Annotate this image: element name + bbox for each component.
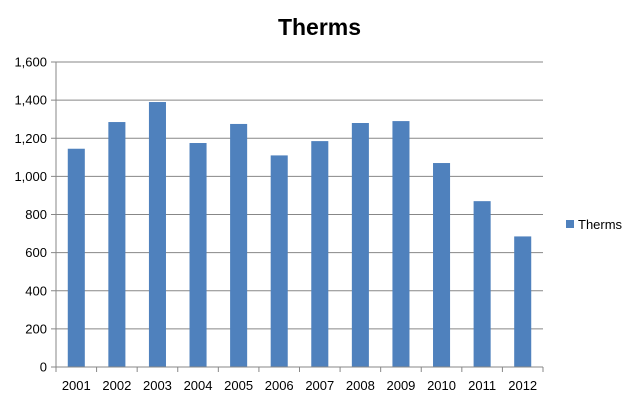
y-tick-label: 1,600 [14,55,47,70]
x-tick-label: 2007 [305,378,334,393]
x-tick-label: 2012 [508,378,537,393]
y-tick-label: 1,400 [14,93,47,108]
x-tick-label: 2002 [102,378,131,393]
bar [230,123,248,367]
x-tick-label: 2008 [346,378,375,393]
legend-swatch [566,220,574,228]
y-tick-label: 1,000 [14,169,47,184]
bar [514,236,532,367]
y-tick-label: 600 [25,245,47,260]
bar [148,102,166,367]
x-tick-label: 2009 [386,378,415,393]
x-tick-label: 2001 [62,378,91,393]
bar [351,123,369,367]
x-tick-label: 2010 [427,378,456,393]
bar [189,143,207,367]
x-tick-label: 2003 [143,378,172,393]
legend-label: Therms [578,217,623,232]
bar [108,122,126,367]
x-tick-label: 2004 [184,378,213,393]
x-tick-label: 2005 [224,378,253,393]
y-tick-label: 200 [25,321,47,336]
bar [392,121,410,367]
bar [270,155,288,367]
y-tick-label: 0 [40,360,47,375]
x-tick-label: 2011 [468,378,496,393]
y-tick-label: 400 [25,283,47,298]
x-tick-label: 2006 [265,378,294,393]
y-tick-label: 1,200 [14,131,47,146]
bar [473,201,491,367]
bar [67,148,85,367]
bar [433,163,451,367]
bar [311,141,329,367]
chart-title: Therms [277,14,362,40]
y-tick-label: 800 [25,207,47,222]
